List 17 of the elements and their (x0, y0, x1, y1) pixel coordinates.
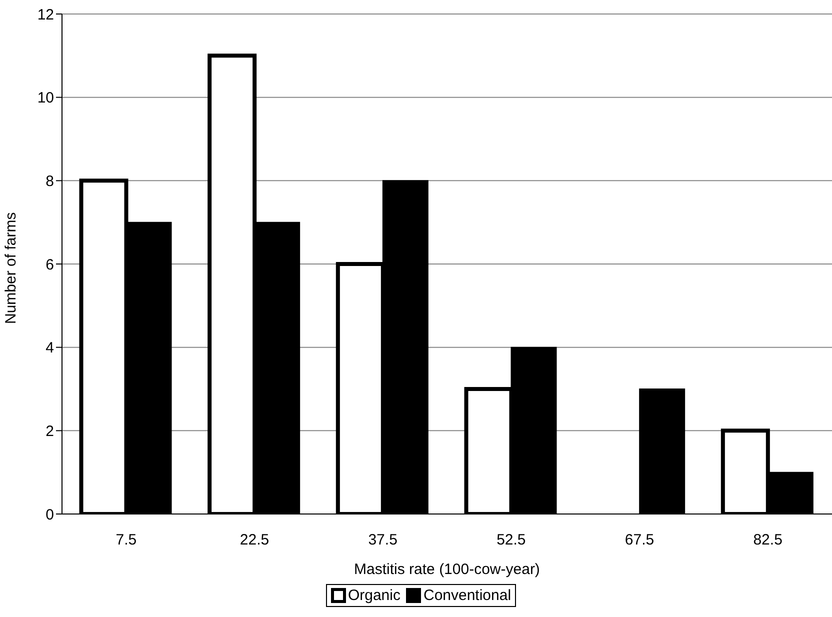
legend-label: Organic (348, 587, 400, 604)
x-tick-label: 7.5 (116, 532, 137, 549)
x-tick-label: 82.5 (753, 532, 782, 549)
x-tick-label: 52.5 (496, 532, 526, 549)
y-tick-label: 2 (46, 422, 54, 440)
y-tick-label: 12 (37, 6, 54, 24)
x-tick-label: 37.5 (368, 532, 398, 549)
x-tick-label: 67.5 (624, 532, 654, 549)
y-tick-label: 6 (46, 256, 54, 274)
legend-label: Conventional (423, 587, 512, 604)
x-tick-label: 22.5 (240, 532, 270, 549)
x-axis-title: Mastitis rate (100-cow-year) (354, 561, 540, 578)
y-axis-title: Number of farms (2, 212, 20, 324)
y-tick-label: 10 (37, 90, 54, 107)
y-tick-label: 8 (46, 172, 54, 190)
y-tick-label: 4 (46, 340, 54, 357)
y-tick-label: 0 (46, 506, 54, 524)
